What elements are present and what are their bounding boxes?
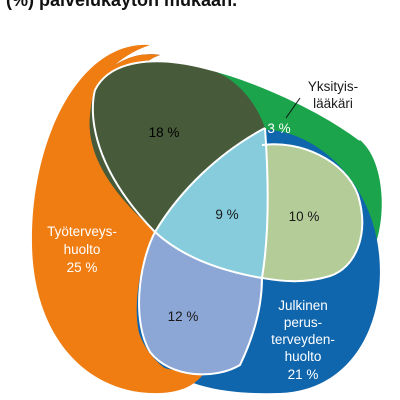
label-yksityis-line1: Yksityis- — [308, 79, 358, 94]
tyoterveys-outer-lobe — [31, 44, 210, 394]
label-tyo-julk: 12 % — [168, 309, 199, 324]
label-julkinen-line1: Julkinen — [278, 298, 328, 313]
label-yksityis-line2: lääkäri — [313, 96, 353, 111]
label-tyoterveys-line1: Työterveys- — [47, 224, 117, 239]
label-tyo-yks: 18 % — [149, 125, 180, 140]
label-all-three: 9 % — [215, 207, 238, 222]
label-yks-julk: 10 % — [289, 209, 320, 224]
label-julkinen-line3: terveyden- — [271, 332, 335, 347]
label-tyoterveys-line2: huolto — [64, 242, 101, 257]
figure-title: (%) palvelukäytön mukaan. — [6, 0, 238, 10]
region-tyo-julk — [139, 232, 262, 375]
yksityis-leader-line — [285, 97, 301, 119]
label-julkinen-line2: perus- — [284, 315, 322, 330]
region-yks-julk — [262, 144, 363, 282]
label-yksityis-only: 3 % — [267, 121, 290, 136]
region-borders — [91, 60, 364, 376]
label-tyoterveys-line3: 25 % — [67, 260, 98, 275]
region-all-three — [155, 128, 268, 278]
region-tyo-yks — [89, 61, 265, 232]
label-julkinen-line5: 21 % — [288, 367, 319, 382]
label-julkinen-line4: huolto — [285, 349, 322, 364]
